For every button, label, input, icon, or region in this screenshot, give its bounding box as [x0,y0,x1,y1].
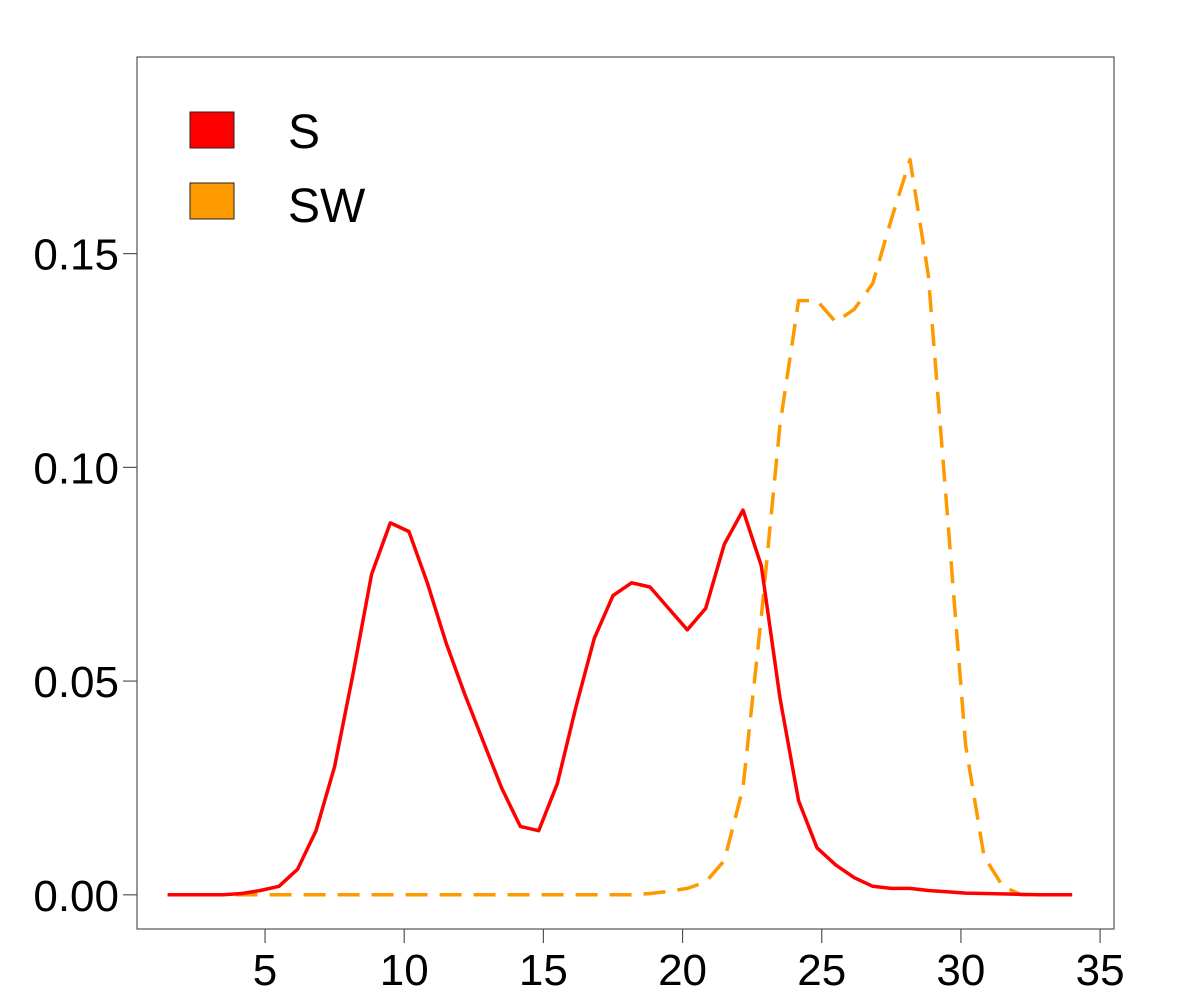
legend-label-s: S [288,106,320,159]
y-tick-label: 0.10 [33,444,119,493]
plot-frame [136,56,1115,930]
y-tick-label: 0.05 [33,658,119,707]
y-tick-label: 0.15 [33,231,119,280]
x-tick-label: 35 [1076,946,1125,995]
x-tick-label: 10 [380,946,429,995]
y-tick-label: 0.00 [33,872,119,921]
series-line-s [167,508,1073,897]
series-layer [167,157,1073,897]
legend: S SW [189,106,366,233]
x-tick-label: 5 [253,946,277,995]
x-tick-label: 20 [658,946,707,995]
y-axis: 0.00 0.05 0.10 0.15 [33,231,137,921]
legend-label-sw: SW [288,180,366,233]
x-tick-label: 25 [797,946,846,995]
legend-swatch-sw [189,182,235,220]
x-tick-label: 15 [519,946,568,995]
series-line-sw [167,157,1073,897]
x-axis: 5 10 15 20 25 30 35 [253,929,1125,995]
x-tick-label: 30 [936,946,985,995]
legend-swatch-s [189,111,235,149]
